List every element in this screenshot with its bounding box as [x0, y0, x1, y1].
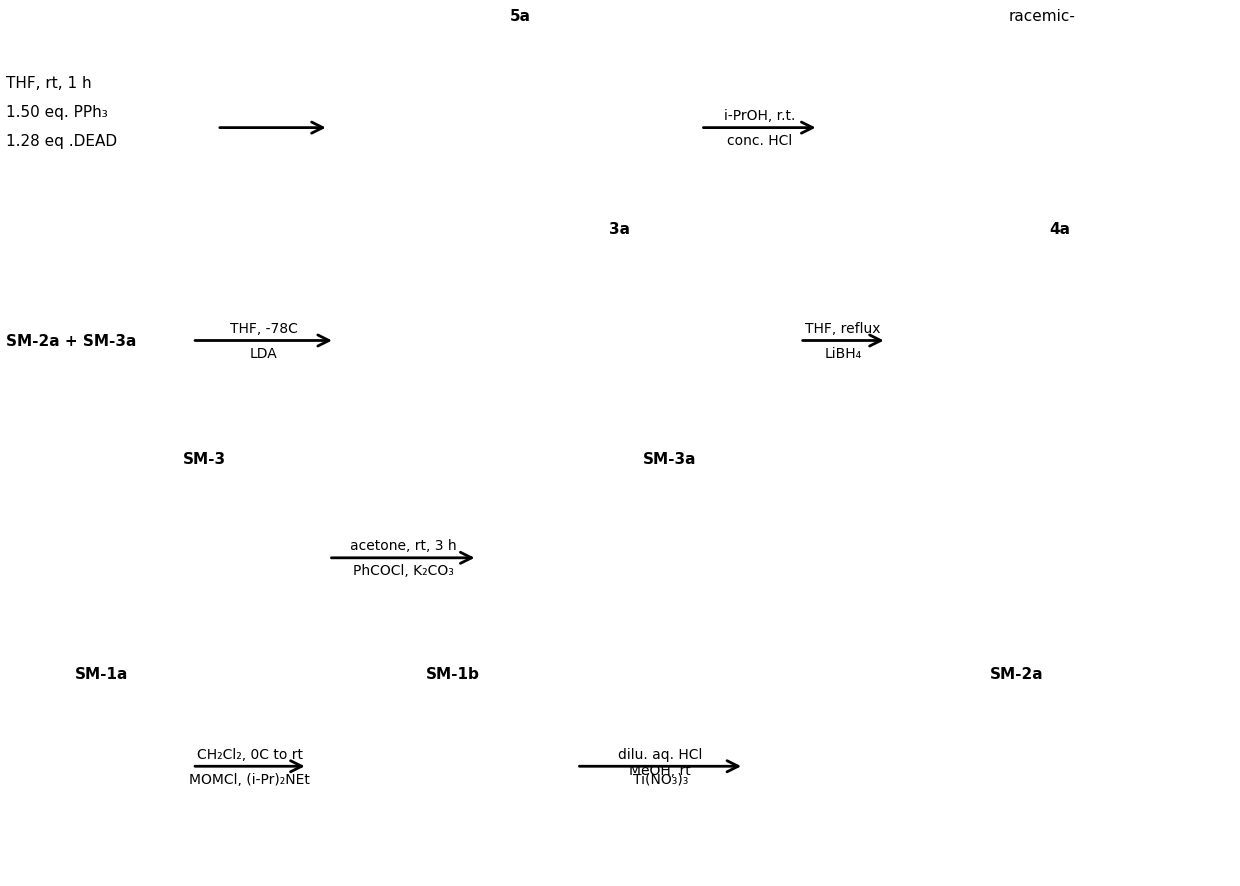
Text: LiBH₄: LiBH₄ — [825, 346, 862, 361]
Text: CH₂Cl₂, 0C to rt: CH₂Cl₂, 0C to rt — [197, 747, 303, 761]
Text: Ti(NO₃)₃: Ti(NO₃)₃ — [632, 772, 688, 786]
Text: 1.28 eq .DEAD: 1.28 eq .DEAD — [6, 135, 118, 149]
Text: acetone, rt, 3 h: acetone, rt, 3 h — [350, 539, 456, 553]
Text: SM-2a + SM-3a: SM-2a + SM-3a — [6, 334, 136, 348]
Text: i-PrOH, r.t.: i-PrOH, r.t. — [724, 109, 795, 123]
Text: dilu. aq. HCl
MeOH, rt: dilu. aq. HCl MeOH, rt — [618, 747, 703, 777]
Text: SM-1a: SM-1a — [74, 666, 129, 681]
Text: SM-2a: SM-2a — [990, 666, 1044, 681]
Text: SM-1b: SM-1b — [425, 666, 480, 681]
Text: conc. HCl: conc. HCl — [727, 134, 792, 148]
Text: LDA: LDA — [249, 346, 278, 361]
Text: THF, rt, 1 h: THF, rt, 1 h — [6, 76, 92, 90]
Text: MOMCl, (i-Pr)₂NEt: MOMCl, (i-Pr)₂NEt — [190, 772, 310, 786]
Text: THF, reflux: THF, reflux — [806, 322, 880, 336]
Text: racemic-: racemic- — [1008, 9, 1075, 24]
Text: PhCOCl, K₂CO₃: PhCOCl, K₂CO₃ — [352, 563, 454, 578]
Text: SM-3a: SM-3a — [642, 452, 697, 467]
Text: 3a: 3a — [610, 222, 630, 237]
Text: 5a: 5a — [511, 9, 531, 24]
Text: SM-3: SM-3 — [184, 452, 226, 467]
Text: 1.50 eq. PPh₃: 1.50 eq. PPh₃ — [6, 105, 108, 120]
Text: 4a: 4a — [1050, 222, 1070, 237]
Text: THF, -78C: THF, -78C — [229, 322, 298, 336]
